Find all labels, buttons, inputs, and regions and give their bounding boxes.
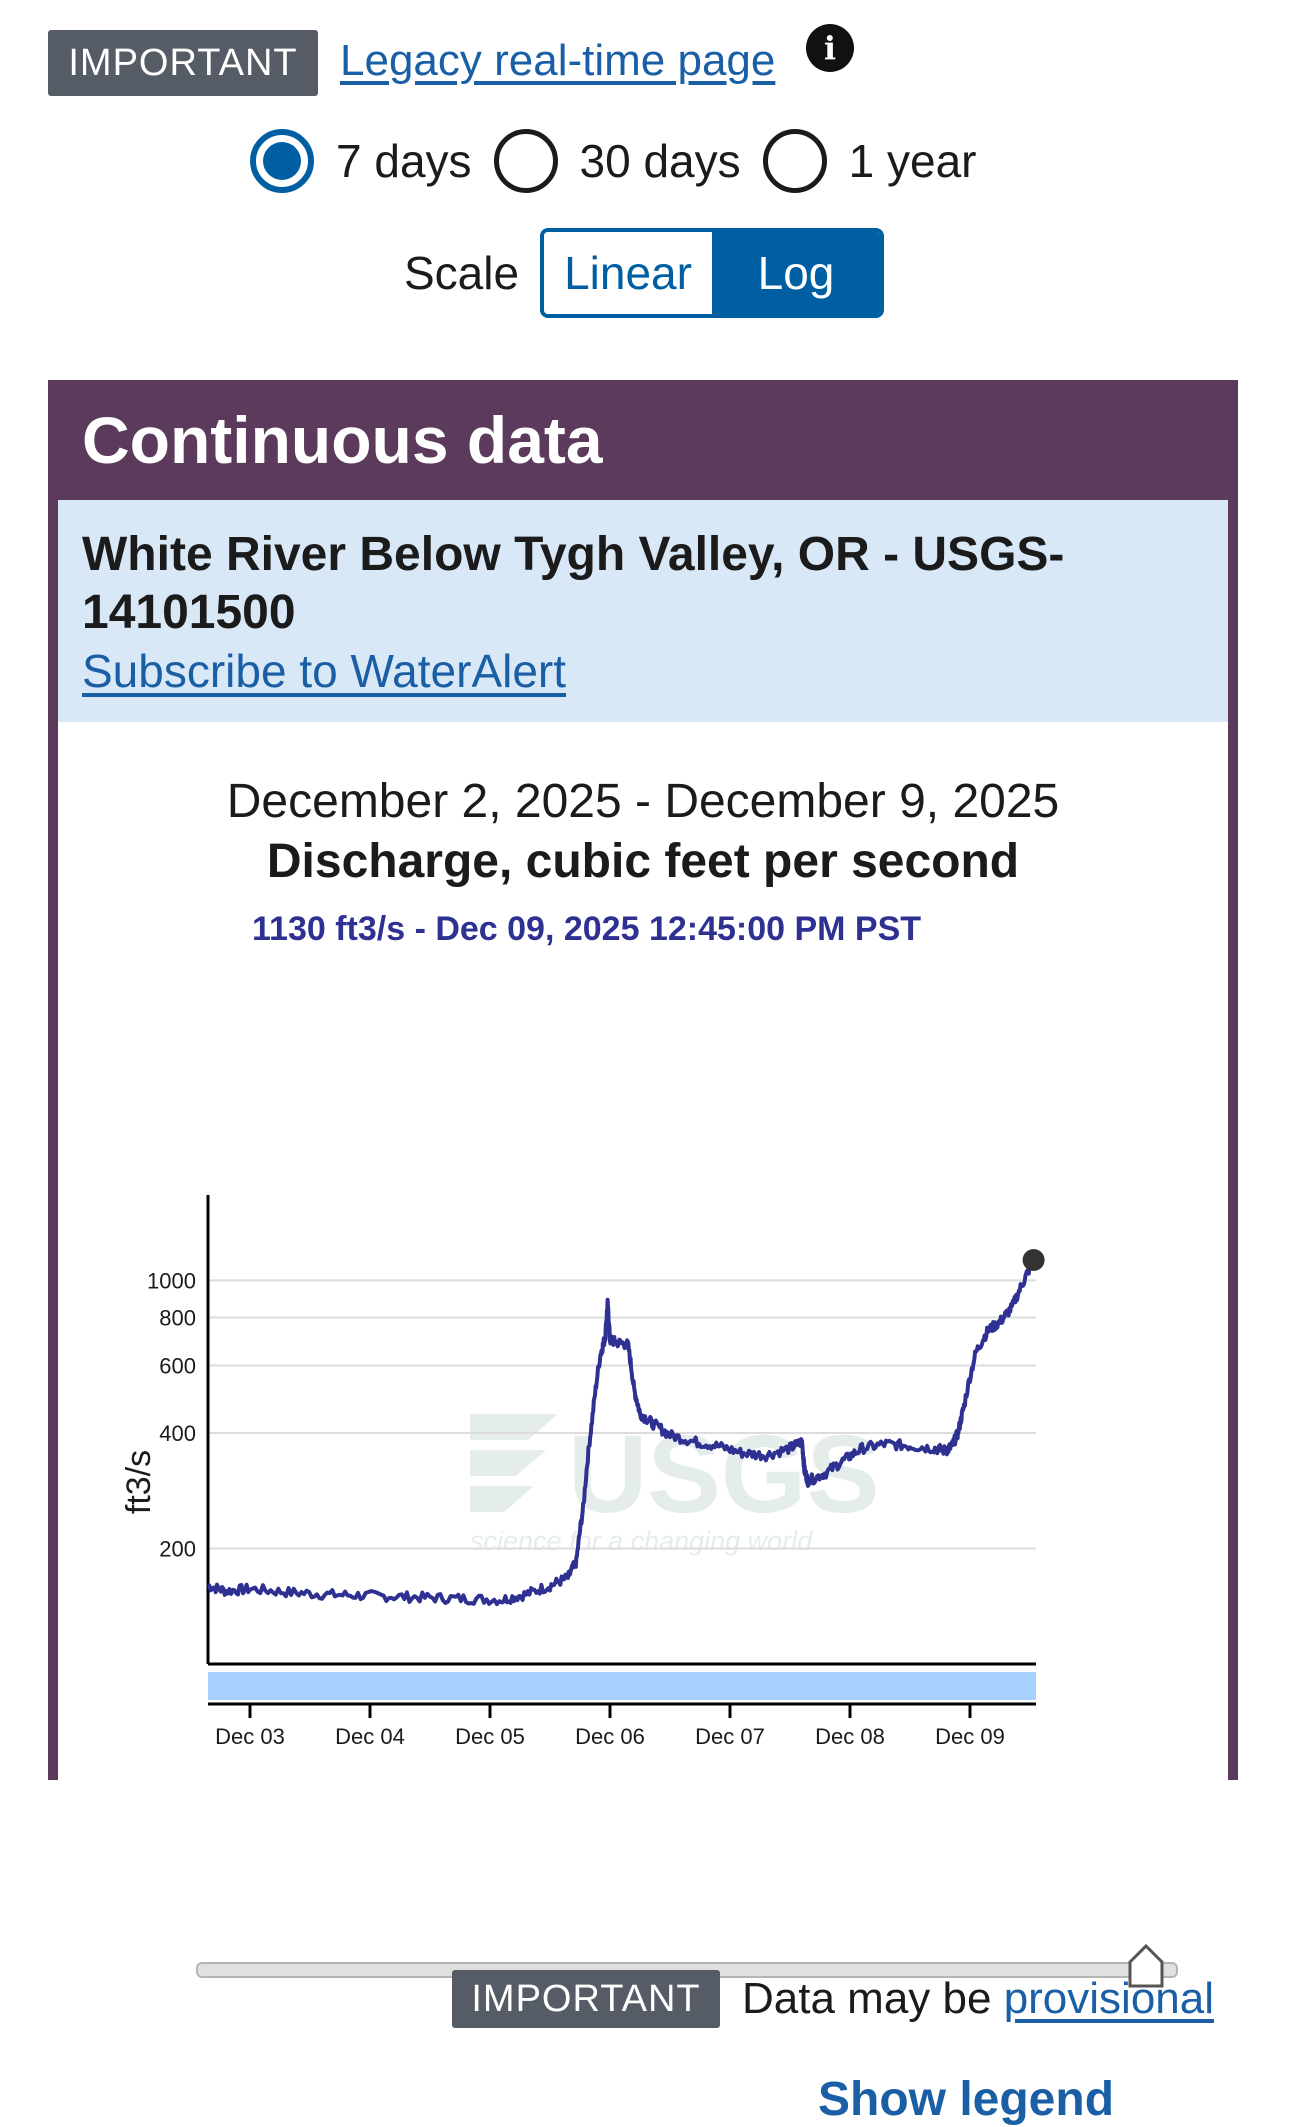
log-button[interactable]: Log bbox=[712, 232, 880, 314]
show-legend-button[interactable]: Show legend bbox=[818, 2073, 1115, 2126]
scale-label: Scale bbox=[404, 247, 520, 299]
site-header: White River Below Tygh Valley, OR - USGS… bbox=[58, 500, 1228, 722]
site-name: White River Below Tygh Valley, OR - USGS… bbox=[82, 528, 1065, 639]
y-tick-label: 1000 bbox=[147, 1268, 196, 1293]
continuous-data-panel: Continuous data White River Below Tygh V… bbox=[48, 380, 1238, 2126]
y-tick-label: 600 bbox=[159, 1353, 196, 1378]
radio-label: 7 days bbox=[336, 135, 472, 187]
x-tick-label: Dec 07 bbox=[695, 1724, 765, 1749]
subscribe-wateralert-link[interactable]: Subscribe to WaterAlert bbox=[82, 645, 567, 697]
info-icon[interactable]: i bbox=[806, 24, 854, 72]
x-tick-label: Dec 04 bbox=[335, 1724, 405, 1749]
current-value: 1130 ft3/s - Dec 09, 2025 12:45:00 PM PS… bbox=[252, 910, 922, 948]
radio-button[interactable] bbox=[250, 129, 314, 193]
date-range: December 2, 2025 - December 9, 2025 bbox=[226, 775, 1060, 828]
provisional-notice: Data may be provisional bbox=[742, 1974, 1214, 2024]
important-badge-bottom: IMPORTANT bbox=[452, 1970, 720, 2028]
panel-title: Continuous data bbox=[82, 403, 603, 477]
radio-label: 30 days bbox=[579, 135, 741, 187]
x-tick-label: Dec 06 bbox=[575, 1724, 645, 1749]
y-tick-label: 400 bbox=[159, 1421, 196, 1446]
radio-7-days[interactable]: 7 days bbox=[250, 129, 472, 193]
current-value-point bbox=[1022, 1249, 1045, 1272]
hydrograph-chart[interactable]: USGS science for a changing world 200 400… bbox=[58, 722, 1228, 1942]
discharge-series-line bbox=[207, 1259, 1036, 1607]
legacy-realtime-link[interactable]: Legacy real-time page bbox=[340, 36, 776, 85]
provisional-link[interactable]: provisional bbox=[1003, 1974, 1215, 2023]
x-tick-label: Dec 05 bbox=[455, 1724, 525, 1749]
approval-bar bbox=[208, 1672, 1036, 1700]
radio-button[interactable] bbox=[762, 129, 827, 193]
period-radio-group: 7 days 30 days 1 year bbox=[250, 124, 999, 198]
scale-toggle: Linear Log bbox=[540, 228, 884, 318]
y-tick-label: 200 bbox=[159, 1537, 196, 1562]
y-axis-label: ft3/s bbox=[120, 1450, 158, 1514]
usgs-tagline: science for a changing world bbox=[470, 1526, 813, 1556]
important-badge: IMPORTANT bbox=[48, 30, 318, 96]
chart-area: December 2, 2025 - December 9, 2025 Disc… bbox=[58, 722, 1228, 2126]
usgs-logo-text: USGS bbox=[568, 1413, 880, 1536]
radio-label: 1 year bbox=[848, 135, 977, 187]
radio-30-days[interactable]: 30 days bbox=[493, 129, 741, 193]
linear-button[interactable]: Linear bbox=[544, 232, 712, 314]
radio-1-year[interactable]: 1 year bbox=[762, 129, 977, 193]
x-tick-label: Dec 08 bbox=[815, 1724, 885, 1749]
y-tick-label: 800 bbox=[159, 1306, 196, 1331]
x-tick-label: Dec 03 bbox=[215, 1724, 285, 1749]
provisional-prefix: Data may be bbox=[742, 1974, 1004, 2023]
usgs-logo-mark bbox=[470, 1414, 558, 1512]
x-tick-label: Dec 09 bbox=[935, 1724, 1005, 1749]
parameter-title: Discharge, cubic feet per second bbox=[266, 835, 1020, 888]
radio-button[interactable] bbox=[493, 129, 558, 193]
